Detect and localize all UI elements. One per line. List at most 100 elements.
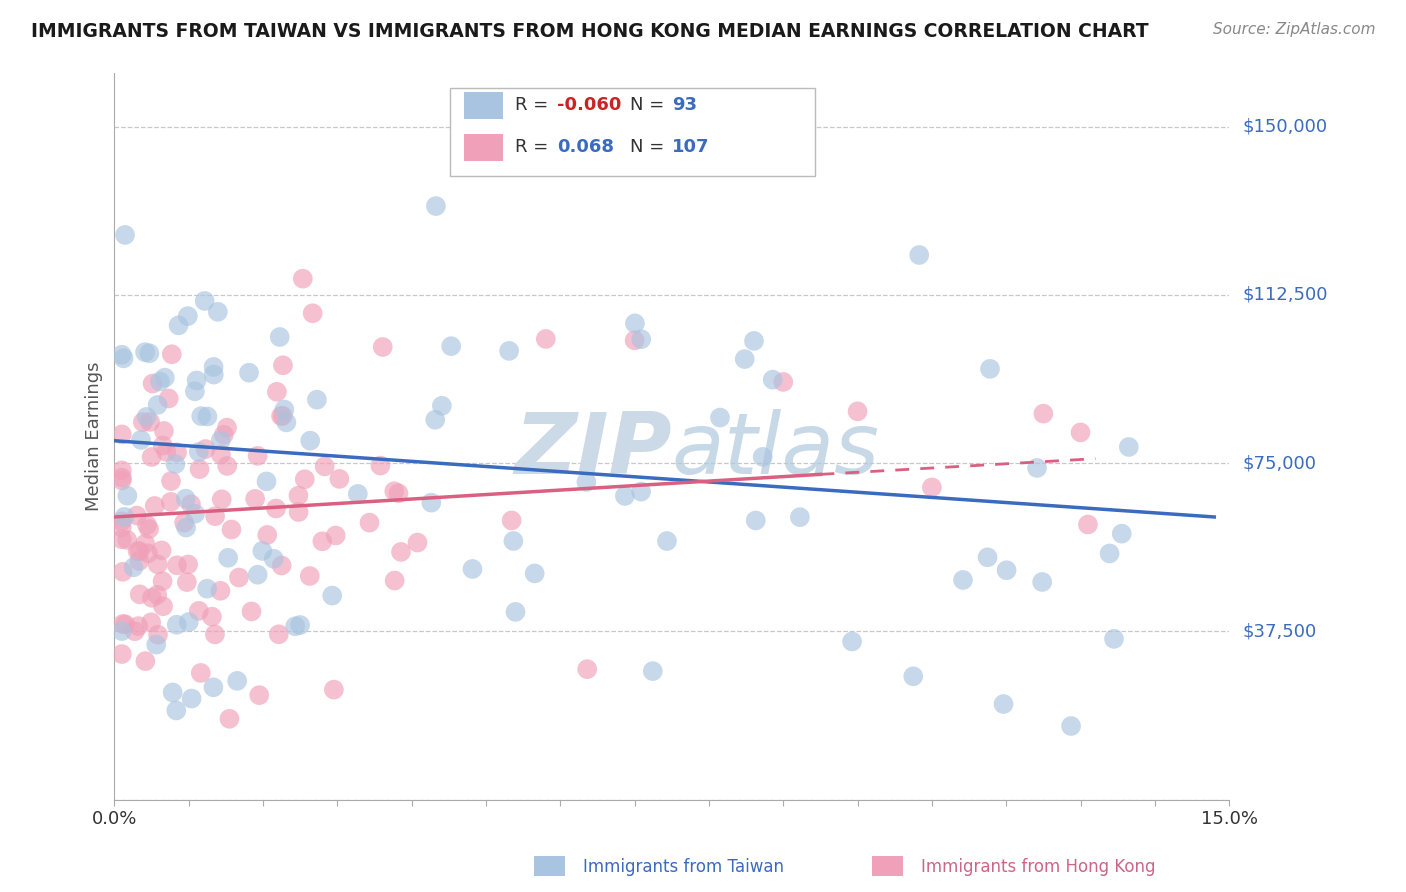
Point [276,416,298,430]
Point [209,434,232,448]
Point [117,489,139,503]
Point [166,445,188,459]
Point [995,563,1018,577]
Point [751,450,773,464]
Point [321,589,343,603]
Point [188,462,211,476]
Point [146,398,169,412]
Point [389,545,412,559]
Point [187,445,209,459]
Point [207,305,229,319]
Text: $112,500: $112,500 [1243,286,1329,304]
Point [204,509,226,524]
Point [111,565,134,579]
Text: Source: ZipAtlas.com: Source: ZipAtlas.com [1212,22,1375,37]
Point [1070,425,1092,440]
Point [153,370,176,384]
Point [136,546,159,560]
Point [112,351,135,366]
Point [630,332,652,346]
Point [273,402,295,417]
Point [226,673,249,688]
Point [111,647,134,661]
Point [122,560,145,574]
Point [641,664,664,678]
Point [266,384,288,399]
Point [1118,440,1140,454]
Point [186,374,208,388]
Point [145,638,167,652]
Point [153,424,176,438]
Point [921,480,943,494]
Point [125,508,148,523]
Point [180,497,202,511]
Point [215,420,238,434]
Point [177,558,200,572]
Point [187,604,209,618]
Point [134,345,156,359]
Point [993,697,1015,711]
Text: R =: R = [515,138,554,156]
Point [425,413,447,427]
Point [311,534,333,549]
Point [152,574,174,589]
Point [190,409,212,424]
Point [157,392,180,406]
Point [772,375,794,389]
Text: 93: 93 [672,96,697,114]
Point [624,317,647,331]
Point [1102,632,1125,646]
Point [267,627,290,641]
Point [505,605,527,619]
Point [218,712,240,726]
Point [576,662,599,676]
Text: ZIP: ZIP [515,409,672,492]
Point [159,495,181,509]
Y-axis label: Median Earnings: Median Earnings [86,361,103,511]
Point [177,309,200,323]
Point [174,520,197,534]
Point [846,404,869,418]
Point [211,492,233,507]
Point [246,567,269,582]
Point [291,271,314,285]
Point [194,293,217,308]
Point [197,409,219,424]
Point [209,448,232,462]
Point [371,340,394,354]
Point [325,528,347,542]
Point [111,520,134,534]
Point [190,665,212,680]
Point [141,591,163,605]
Point [287,489,309,503]
Point [112,509,135,524]
Text: -0.060: -0.060 [557,96,621,114]
Point [1031,574,1053,589]
Point [264,501,287,516]
Text: 0.068: 0.068 [557,138,614,156]
Point [502,533,524,548]
Point [160,347,183,361]
Point [111,624,134,638]
Text: Immigrants from Taiwan: Immigrants from Taiwan [583,858,785,876]
Point [127,544,149,558]
Point [256,528,278,542]
Point [155,444,177,458]
Point [709,410,731,425]
Point [221,523,243,537]
Point [132,415,155,429]
Point [141,450,163,464]
Point [142,376,165,391]
Point [240,604,263,618]
Point [294,472,316,486]
Point [406,535,429,549]
Point [1098,546,1121,560]
Point [165,703,187,717]
Point [903,669,925,683]
Point [134,654,156,668]
Point [150,543,173,558]
Point [952,573,974,587]
Point [252,544,274,558]
Point [212,427,235,442]
Point [288,618,311,632]
